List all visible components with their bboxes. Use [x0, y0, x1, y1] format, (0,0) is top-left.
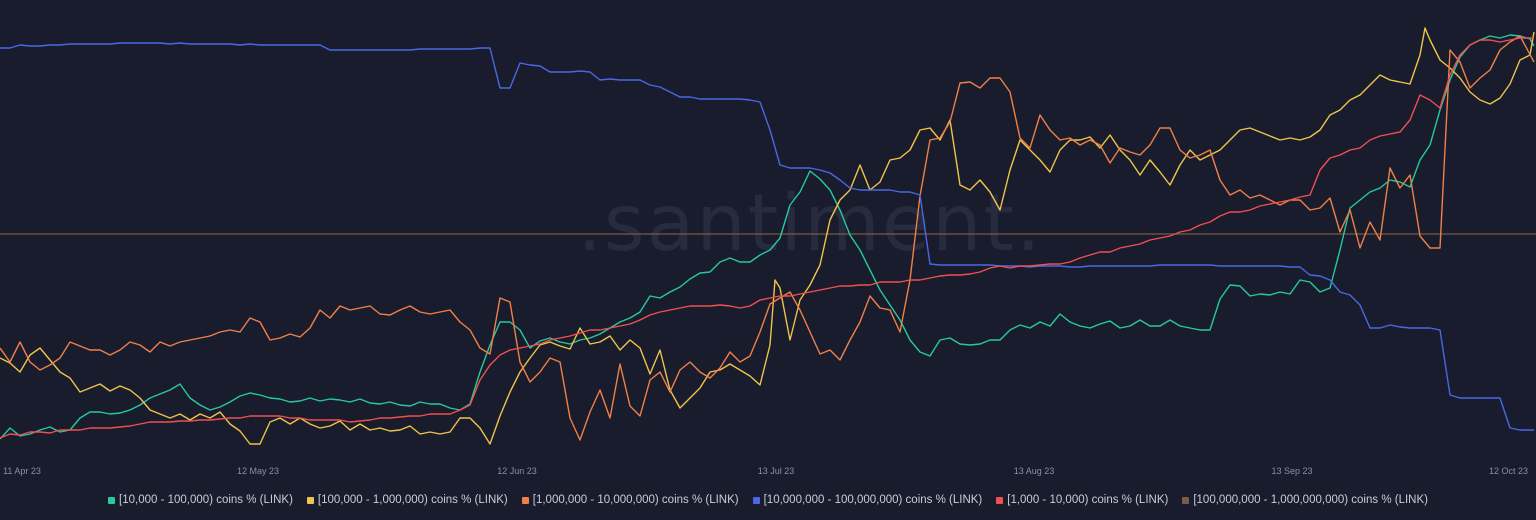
legend-item-3[interactable]: [10,000,000 - 100,000,000) coins % (LINK… [752, 494, 983, 506]
legend-swatch [752, 496, 760, 504]
legend-label: [10,000,000 - 100,000,000) coins % (LINK… [763, 494, 983, 506]
legend-label: [10,000 - 100,000) coins % (LINK) [119, 494, 293, 506]
series-line-3 [0, 42, 1534, 431]
x-tick-label: 12 Jun 23 [497, 466, 537, 476]
x-tick-label: 13 Aug 23 [1014, 466, 1055, 476]
legend-item-4[interactable]: [1,000 - 10,000) coins % (LINK) [996, 494, 1168, 506]
x-tick-label: 12 May 23 [237, 466, 279, 476]
legend-item-2[interactable]: [1,000,000 - 10,000,000) coins % (LINK) [521, 494, 739, 506]
legend-swatch [306, 496, 314, 504]
x-tick-label: 12 Oct 23 [1489, 466, 1528, 476]
legend-item-1[interactable]: [100,000 - 1,000,000) coins % (LINK) [306, 494, 508, 506]
series-layer [0, 27, 1535, 445]
series-line-4 [0, 37, 1534, 439]
legend-swatch [1182, 496, 1190, 504]
x-tick-label: 13 Jul 23 [758, 466, 795, 476]
watermark: .santiment. [577, 179, 1043, 269]
legend-item-0[interactable]: [10,000 - 100,000) coins % (LINK) [108, 494, 293, 506]
x-axis-ticks: 11 Apr 23 12 May 23 12 Jun 23 13 Jul 23 13 A… [3, 466, 1528, 476]
series-line-0 [0, 34, 1535, 440]
legend-item-5[interactable]: [100,000,000 - 1,000,000,000) coins % (L… [1182, 494, 1428, 506]
legend: [10,000 - 100,000) coins % (LINK) [100,00… [0, 490, 1536, 510]
legend-label: [100,000 - 1,000,000) coins % (LINK) [317, 494, 508, 506]
legend-label: [100,000,000 - 1,000,000,000) coins % (L… [1193, 494, 1428, 506]
legend-label: [1,000 - 10,000) coins % (LINK) [1007, 494, 1169, 506]
x-tick-label: 11 Apr 23 [3, 466, 41, 476]
series-line-1 [0, 27, 1535, 445]
legend-swatch [521, 496, 529, 504]
legend-swatch [996, 496, 1004, 504]
legend-swatch [108, 496, 116, 504]
legend-label: [1,000,000 - 10,000,000) coins % (LINK) [532, 494, 739, 506]
x-tick-label: 13 Sep 23 [1271, 466, 1312, 476]
